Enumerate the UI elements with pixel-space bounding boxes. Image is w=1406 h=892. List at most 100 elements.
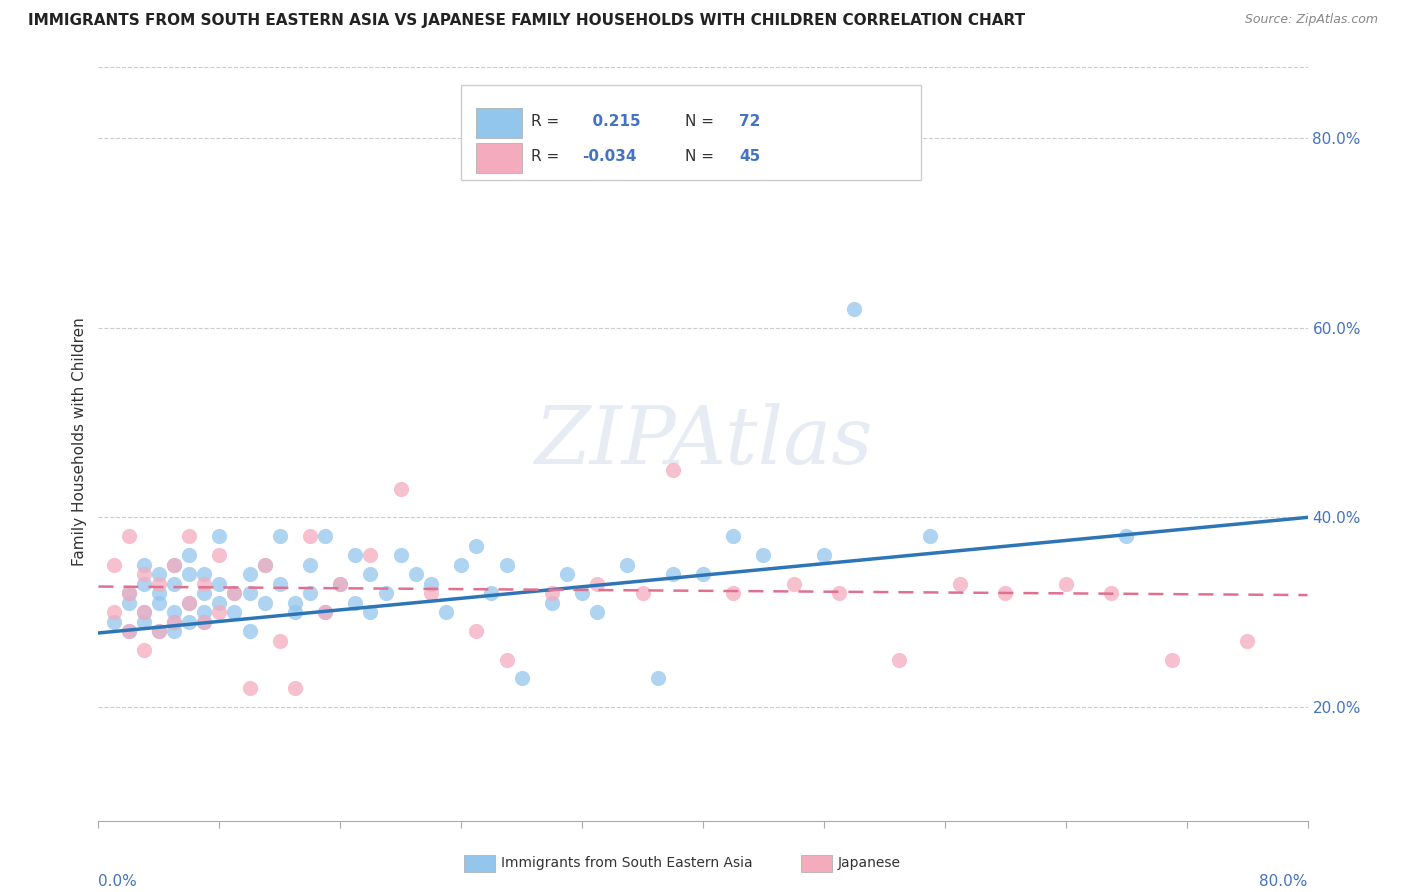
- Point: [284, 596, 307, 610]
- Point: [1160, 652, 1182, 666]
- Point: [284, 681, 307, 695]
- Point: [495, 652, 517, 666]
- Text: ZIPAtlas: ZIPAtlas: [534, 403, 872, 480]
- Point: [405, 567, 427, 582]
- Point: [571, 586, 593, 600]
- Point: [239, 624, 262, 639]
- Point: [208, 548, 231, 563]
- FancyBboxPatch shape: [475, 108, 522, 138]
- Point: [344, 548, 367, 563]
- Point: [269, 576, 291, 591]
- Point: [1054, 576, 1077, 591]
- Point: [360, 548, 382, 563]
- Text: R =: R =: [531, 113, 564, 128]
- Point: [420, 576, 443, 591]
- Text: R =: R =: [531, 149, 564, 164]
- Point: [193, 576, 215, 591]
- Point: [450, 558, 472, 572]
- Point: [647, 672, 669, 686]
- Point: [661, 463, 683, 477]
- Point: [1236, 633, 1258, 648]
- Point: [420, 586, 443, 600]
- Point: [132, 605, 155, 619]
- Text: -0.034: -0.034: [582, 149, 637, 164]
- Point: [889, 652, 911, 666]
- Point: [148, 624, 170, 639]
- Point: [239, 681, 262, 695]
- Point: [103, 605, 125, 619]
- Text: IMMIGRANTS FROM SOUTH EASTERN ASIA VS JAPANESE FAMILY HOUSEHOLDS WITH CHILDREN C: IMMIGRANTS FROM SOUTH EASTERN ASIA VS JA…: [28, 13, 1025, 29]
- Point: [132, 643, 155, 657]
- Point: [118, 624, 141, 639]
- Point: [495, 558, 517, 572]
- Point: [813, 548, 835, 563]
- FancyBboxPatch shape: [475, 143, 522, 173]
- Point: [118, 596, 141, 610]
- Point: [1099, 586, 1122, 600]
- Point: [208, 605, 231, 619]
- Point: [239, 586, 262, 600]
- Point: [661, 567, 683, 582]
- Point: [163, 615, 186, 629]
- Point: [1115, 529, 1137, 543]
- Point: [481, 586, 503, 600]
- Point: [555, 567, 578, 582]
- Point: [631, 586, 654, 600]
- Point: [586, 605, 609, 619]
- Point: [949, 576, 972, 591]
- Text: 80.0%: 80.0%: [1260, 874, 1308, 888]
- Point: [179, 615, 201, 629]
- Point: [269, 633, 291, 648]
- Point: [224, 586, 246, 600]
- Point: [163, 576, 186, 591]
- Point: [132, 615, 155, 629]
- Point: [314, 605, 336, 619]
- Point: [510, 672, 533, 686]
- Text: 0.215: 0.215: [582, 113, 641, 128]
- Point: [723, 529, 745, 543]
- Point: [360, 605, 382, 619]
- Point: [163, 624, 186, 639]
- Point: [148, 567, 170, 582]
- Point: [783, 576, 806, 591]
- Point: [540, 586, 562, 600]
- Point: [163, 605, 186, 619]
- Point: [616, 558, 638, 572]
- Point: [224, 605, 246, 619]
- Text: Japanese: Japanese: [838, 856, 901, 871]
- Point: [193, 615, 215, 629]
- Text: 72: 72: [740, 113, 761, 128]
- Point: [389, 548, 412, 563]
- Point: [163, 615, 186, 629]
- Point: [253, 596, 276, 610]
- Point: [132, 558, 155, 572]
- Point: [465, 539, 488, 553]
- Point: [193, 586, 215, 600]
- Text: N =: N =: [685, 113, 718, 128]
- Point: [118, 529, 141, 543]
- Text: N =: N =: [685, 149, 718, 164]
- Text: Source: ZipAtlas.com: Source: ZipAtlas.com: [1244, 13, 1378, 27]
- Point: [269, 529, 291, 543]
- Point: [586, 576, 609, 591]
- Point: [132, 576, 155, 591]
- Point: [918, 529, 941, 543]
- Point: [208, 529, 231, 543]
- Point: [329, 576, 352, 591]
- Point: [193, 605, 215, 619]
- Point: [148, 586, 170, 600]
- Point: [118, 586, 141, 600]
- Point: [163, 558, 186, 572]
- Point: [208, 576, 231, 591]
- Point: [179, 596, 201, 610]
- Point: [299, 586, 322, 600]
- Point: [374, 586, 396, 600]
- Point: [163, 558, 186, 572]
- Y-axis label: Family Households with Children: Family Households with Children: [72, 318, 87, 566]
- Point: [253, 558, 276, 572]
- Text: Immigrants from South Eastern Asia: Immigrants from South Eastern Asia: [501, 856, 752, 871]
- Point: [132, 567, 155, 582]
- Point: [994, 586, 1017, 600]
- Point: [314, 605, 336, 619]
- Point: [132, 605, 155, 619]
